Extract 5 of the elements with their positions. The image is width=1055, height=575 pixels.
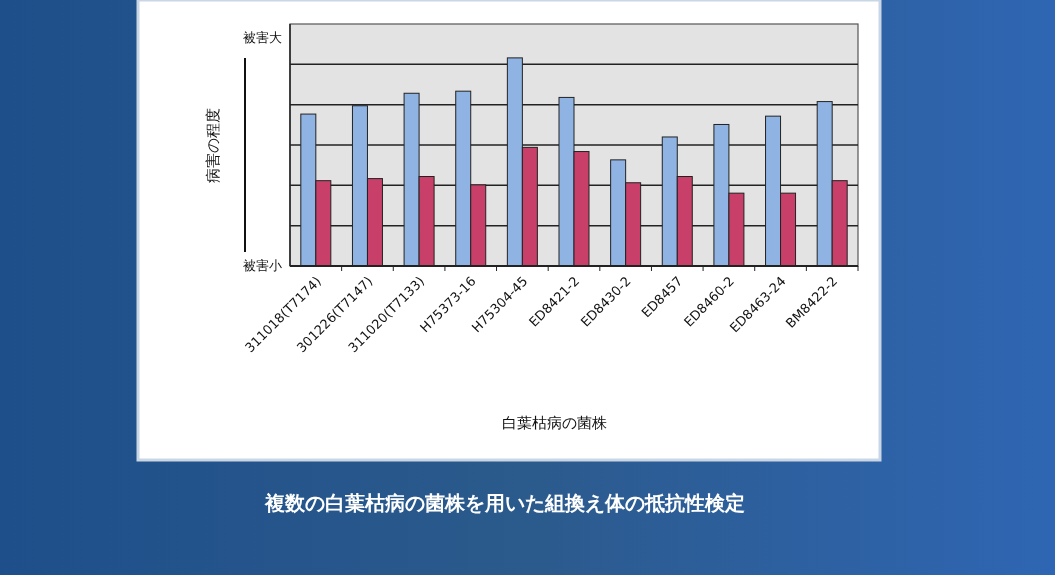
text: 複数の白葉枯病の菌株を用いた組換え体の抵抗性検定 <box>264 491 745 515</box>
text: 被害小 <box>243 258 282 273</box>
text: 被害大 <box>243 30 282 45</box>
y-axis-title: 病害の程度 <box>204 107 222 183</box>
x-axis-title: 白葉枯病の菌株 <box>501 414 607 432</box>
